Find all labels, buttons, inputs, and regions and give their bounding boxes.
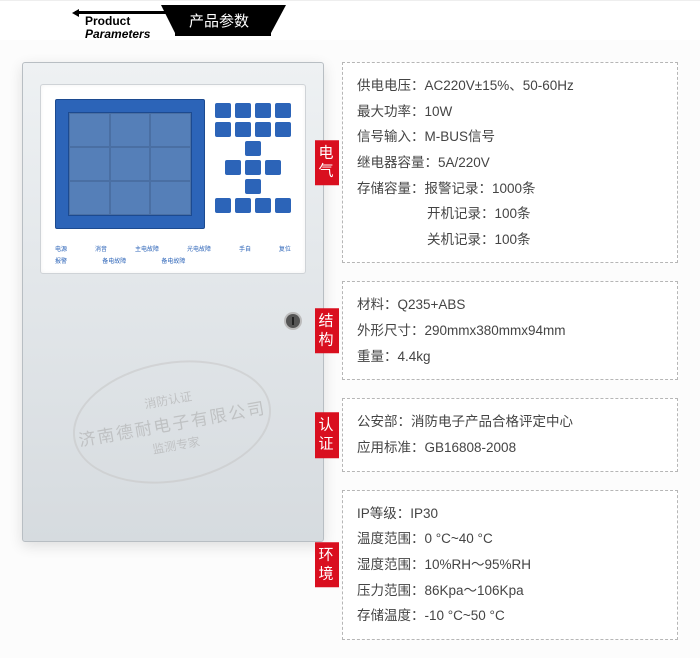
spec-row: 供电电压：AC220V±15%、50-60Hz bbox=[357, 73, 574, 99]
spec-row: 信号输入：M-BUS信号 bbox=[357, 124, 574, 150]
spec-value: AC220V±15%、50-60Hz bbox=[425, 78, 574, 93]
spec-key: 存储容量： bbox=[357, 181, 425, 196]
device-label: 备电故障 bbox=[161, 256, 185, 265]
header-en-line2: Parameters bbox=[85, 28, 150, 41]
spec-rows: 公安部：消防电子产品合格评定中心应用标准：GB16808-2008 bbox=[357, 409, 573, 460]
device-label: 报警 bbox=[55, 256, 67, 265]
spec-value: 0 °C~40 °C bbox=[425, 531, 493, 546]
device-label: 光电故障 bbox=[187, 244, 211, 253]
spec-row: 最大功率：10W bbox=[357, 99, 574, 125]
device-label: 备电故障 bbox=[102, 256, 126, 265]
spec-value: 4.4kg bbox=[398, 349, 431, 364]
spec-key: 温度范围： bbox=[357, 531, 425, 546]
spec-value: 开机记录：100条 bbox=[427, 206, 531, 221]
device-keypad bbox=[215, 103, 291, 227]
spec-key: 应用标准： bbox=[357, 440, 425, 455]
main-content: 电源 消音 主电故障 光电故障 手自 复位 报警 备电故障 备电故障 消防认证 … bbox=[0, 40, 700, 658]
spec-box: 电气供电电压：AC220V±15%、50-60Hz最大功率：10W信号输入：M-… bbox=[342, 62, 678, 263]
spec-value: M-BUS信号 bbox=[425, 129, 496, 144]
device-label: 复位 bbox=[279, 244, 291, 253]
spec-box: 结构材料：Q235+ABS外形尺寸：290mmx380mmx94mm重量：4.4… bbox=[342, 281, 678, 380]
spec-key: IP等级： bbox=[357, 506, 410, 521]
spec-box: 环境IP等级：IP30温度范围：0 °C~40 °C湿度范围：10%RH～95%… bbox=[342, 490, 678, 640]
spec-key: 供电电压： bbox=[357, 78, 425, 93]
spec-key: 压力范围： bbox=[357, 583, 425, 598]
spec-value: 5A/220V bbox=[438, 155, 490, 170]
spec-tag: 结构 bbox=[315, 308, 339, 354]
spec-value: IP30 bbox=[410, 506, 438, 521]
spec-row: 压力范围：86Kpa～106Kpa bbox=[357, 578, 531, 604]
spec-key: 继电器容量： bbox=[357, 155, 438, 170]
spec-row: 温度范围：0 °C~40 °C bbox=[357, 526, 531, 552]
device-face: 电源 消音 主电故障 光电故障 手自 复位 报警 备电故障 备电故障 bbox=[40, 84, 306, 274]
product-image: 电源 消音 主电故障 光电故障 手自 复位 报警 备电故障 备电故障 消防认证 … bbox=[22, 62, 324, 542]
spec-tag: 电气 bbox=[315, 140, 339, 186]
device-screen bbox=[68, 112, 192, 216]
spec-column: 电气供电电压：AC220V±15%、50-60Hz最大功率：10W信号输入：M-… bbox=[342, 62, 678, 640]
spec-value: 消防电子产品合格评定中心 bbox=[411, 414, 573, 429]
spec-key: 外形尺寸： bbox=[357, 323, 425, 338]
spec-row: 继电器容量：5A/220V bbox=[357, 150, 574, 176]
spec-value: 报警记录：1000条 bbox=[425, 181, 536, 196]
spec-rows: IP等级：IP30温度范围：0 °C~40 °C湿度范围：10%RH～95%RH… bbox=[357, 501, 531, 629]
section-header: Product Parameters 产品参数 bbox=[0, 0, 700, 40]
spec-row: 材料：Q235+ABS bbox=[357, 292, 566, 318]
spec-rows: 材料：Q235+ABS外形尺寸：290mmx380mmx94mm重量：4.4kg bbox=[357, 292, 566, 369]
spec-row: 公安部：消防电子产品合格评定中心 bbox=[357, 409, 573, 435]
spec-key: 存储温度： bbox=[357, 608, 425, 623]
spec-value: GB16808-2008 bbox=[425, 440, 517, 455]
spec-rows: 供电电压：AC220V±15%、50-60Hz最大功率：10W信号输入：M-BU… bbox=[357, 73, 574, 252]
device-label: 主电故障 bbox=[135, 244, 159, 253]
spec-key: 信号输入： bbox=[357, 129, 425, 144]
spec-row: 关机记录：100条 bbox=[357, 227, 574, 253]
spec-key: 重量： bbox=[357, 349, 398, 364]
header-ch-wrap: 产品参数 bbox=[175, 5, 271, 36]
spec-value: 10%RH～95%RH bbox=[425, 557, 532, 572]
spec-row: 外形尺寸：290mmx380mmx94mm bbox=[357, 318, 566, 344]
spec-box: 认证公安部：消防电子产品合格评定中心应用标准：GB16808-2008 bbox=[342, 398, 678, 471]
spec-value: 10W bbox=[425, 104, 453, 119]
spec-value: -10 °C~50 °C bbox=[425, 608, 505, 623]
spec-key: 公安部： bbox=[357, 414, 411, 429]
spec-value: 关机记录：100条 bbox=[427, 232, 531, 247]
spec-tag: 环境 bbox=[315, 542, 339, 588]
spec-value: Q235+ABS bbox=[398, 297, 466, 312]
spec-value: 290mmx380mmx94mm bbox=[425, 323, 566, 338]
device-label: 手自 bbox=[239, 244, 251, 253]
spec-value: 86Kpa～106Kpa bbox=[425, 583, 524, 598]
spec-row: 开机记录：100条 bbox=[357, 201, 574, 227]
spec-key: 湿度范围： bbox=[357, 557, 425, 572]
device-label: 电源 bbox=[55, 244, 67, 253]
device-label: 消音 bbox=[95, 244, 107, 253]
spec-row: 存储容量：报警记录：1000条 bbox=[357, 176, 574, 202]
header-title-ch: 产品参数 bbox=[175, 5, 271, 36]
device-label-row-2: 报警 备电故障 备电故障 bbox=[55, 256, 291, 265]
spec-key: 最大功率： bbox=[357, 104, 425, 119]
header-title-en: Product Parameters bbox=[85, 15, 150, 41]
spec-row: 存储温度：-10 °C~50 °C bbox=[357, 603, 531, 629]
device-screen-bezel bbox=[55, 99, 205, 229]
spec-row: 应用标准：GB16808-2008 bbox=[357, 435, 573, 461]
spec-row: IP等级：IP30 bbox=[357, 501, 531, 527]
spec-key: 材料： bbox=[357, 297, 398, 312]
spec-tag: 认证 bbox=[315, 412, 339, 458]
device-label-row-1: 电源 消音 主电故障 光电故障 手自 复位 bbox=[55, 244, 291, 253]
lock-icon bbox=[286, 314, 300, 328]
spec-row: 重量：4.4kg bbox=[357, 344, 566, 370]
